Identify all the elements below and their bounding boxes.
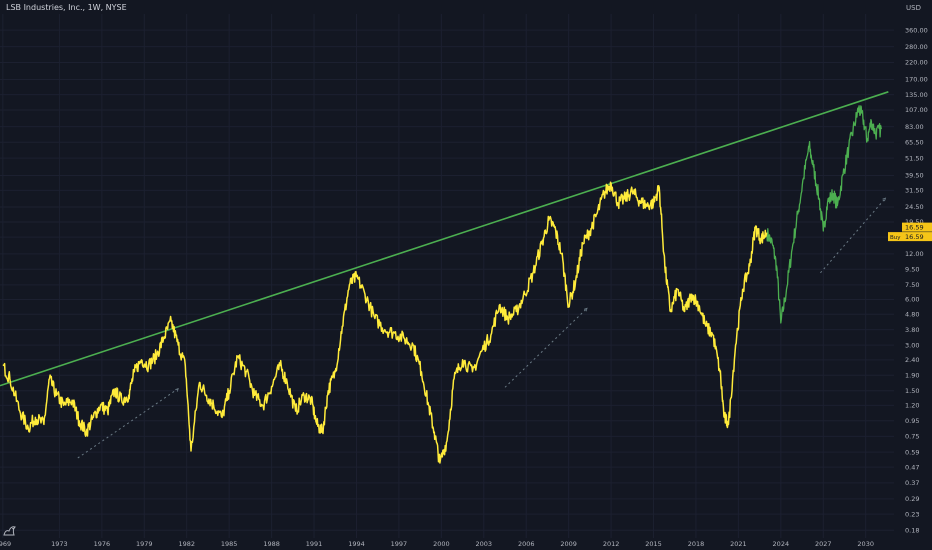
y-tick-label: 220.00 <box>905 59 928 67</box>
x-tick-label: 1973 <box>51 540 68 548</box>
x-tick-label: 1994 <box>348 540 365 548</box>
y-tick-label: 3.00 <box>905 341 919 349</box>
y-tick-label: 9.50 <box>905 265 919 273</box>
x-tick-label: 1979 <box>136 540 153 548</box>
y-tick-label: 360.00 <box>905 26 928 34</box>
x-tick-label: 2003 <box>476 540 493 548</box>
buy-badge[interactable] <box>888 232 932 242</box>
x-tick-label: 2030 <box>857 540 874 548</box>
y-tick-label: 1.50 <box>905 387 919 395</box>
y-tick-label: 0.37 <box>905 479 919 487</box>
y-tick-label: 31.50 <box>905 187 924 195</box>
chart-title: LSB Industries, Inc., 1W, NYSE <box>6 3 127 12</box>
buy-badge-prefix: Buy <box>890 235 901 241</box>
x-tick-label: 2015 <box>645 540 662 548</box>
buy-badge-value: 16.59 <box>905 233 924 241</box>
y-tick-label: 2.40 <box>905 356 919 364</box>
x-tick-label: 1988 <box>263 540 280 548</box>
x-tick-label: 2006 <box>518 540 535 548</box>
x-axis: 1969 1973 1976 1979 1982 1985 1988 1991 1994 1997… <box>0 540 874 548</box>
y-tick-label: 65.50 <box>905 138 924 146</box>
x-tick-label: 2021 <box>730 540 747 548</box>
tradingview-logo-icon[interactable] <box>3 523 17 537</box>
y-tick-label: 0.95 <box>905 417 919 425</box>
x-tick-label: 2018 <box>688 540 705 548</box>
y-tick-label: 0.59 <box>905 448 919 456</box>
y-tick-label: 0.29 <box>905 495 919 503</box>
y-tick-label: 0.47 <box>905 463 919 471</box>
price-line <box>2 181 768 464</box>
y-tick-label: 0.18 <box>905 526 919 534</box>
guide-line <box>820 197 886 274</box>
guide-line <box>77 388 179 459</box>
x-tick-label: 2009 <box>560 540 577 548</box>
y-tick-label: 4.80 <box>905 310 919 318</box>
y-tick-label: 1.20 <box>905 402 919 410</box>
y-tick-label: 0.75 <box>905 433 919 441</box>
y-tick-label: 1.90 <box>905 371 919 379</box>
currency-label: USD <box>906 4 921 12</box>
x-tick-label: 1982 <box>178 540 195 548</box>
series-group <box>2 105 882 464</box>
x-tick-label: 1985 <box>221 540 238 548</box>
y-tick-label: 3.80 <box>905 326 919 334</box>
trendline <box>0 91 889 387</box>
x-tick-label: 2027 <box>815 540 832 548</box>
y-tick-label: 12.00 <box>905 250 924 258</box>
x-tick-label: 1991 <box>306 540 323 548</box>
guide-arrow <box>175 387 179 392</box>
y-tick-label: 7.50 <box>905 281 919 289</box>
y-tick-label: 6.00 <box>905 296 919 304</box>
x-tick-label: 1969 <box>0 540 11 548</box>
x-tick-label: 2012 <box>603 540 620 548</box>
guide-arrow <box>882 197 887 202</box>
y-axis: 0.18 0.23 0.29 0.37 0.47 0.59 0.75 0.95 1.20 1.50… <box>905 26 928 534</box>
y-tick-label: 170.00 <box>905 76 928 84</box>
y-tick-label: 280.00 <box>905 43 928 51</box>
chart-grid <box>0 14 894 538</box>
guide-line <box>504 307 588 388</box>
x-tick-label: 1997 <box>391 540 408 548</box>
x-tick-label: 2000 <box>433 540 450 548</box>
guide-arrow <box>583 307 588 312</box>
y-tick-label: 19.50 <box>905 218 924 226</box>
y-tick-label: 39.50 <box>905 172 924 180</box>
y-tick-label: 0.23 <box>905 510 919 518</box>
trendline-group <box>0 91 889 387</box>
y-tick-label: 51.50 <box>905 154 924 162</box>
current-price-badge <box>902 222 932 232</box>
x-tick-label: 1976 <box>94 540 111 548</box>
dotted-guides <box>77 197 887 459</box>
y-tick-label: 107.00 <box>905 106 928 114</box>
y-tick-label: 135.00 <box>905 91 928 99</box>
projection-line <box>766 105 882 324</box>
y-tick-label: 83.00 <box>905 123 924 131</box>
price-badges: 16.59 Buy 16.59 <box>888 222 932 242</box>
x-tick-label: 2024 <box>773 540 790 548</box>
y-tick-label: 24.50 <box>905 203 924 211</box>
current-price-label: 16.59 <box>905 223 924 231</box>
